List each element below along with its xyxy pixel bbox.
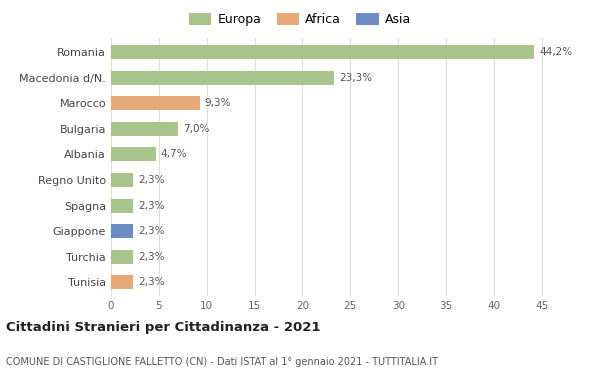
Legend: Europa, Africa, Asia: Europa, Africa, Asia	[187, 10, 413, 28]
Bar	[111, 198, 133, 213]
Bar	[111, 275, 133, 289]
Text: 23,3%: 23,3%	[339, 73, 372, 83]
Bar	[111, 224, 133, 238]
Bar	[111, 250, 133, 264]
Bar	[111, 45, 534, 59]
Text: 4,7%: 4,7%	[161, 149, 187, 159]
Bar	[111, 96, 200, 110]
Text: 2,3%: 2,3%	[138, 226, 164, 236]
Bar	[111, 71, 334, 85]
Text: 2,3%: 2,3%	[138, 277, 164, 287]
Bar	[111, 147, 156, 162]
Text: COMUNE DI CASTIGLIONE FALLETTO (CN) - Dati ISTAT al 1° gennaio 2021 - TUTTITALIA: COMUNE DI CASTIGLIONE FALLETTO (CN) - Da…	[6, 357, 438, 367]
Text: 2,3%: 2,3%	[138, 175, 164, 185]
Text: 44,2%: 44,2%	[539, 47, 572, 57]
Bar	[111, 173, 133, 187]
Bar	[111, 122, 178, 136]
Text: Cittadini Stranieri per Cittadinanza - 2021: Cittadini Stranieri per Cittadinanza - 2…	[6, 321, 320, 334]
Text: 2,3%: 2,3%	[138, 201, 164, 211]
Text: 2,3%: 2,3%	[138, 252, 164, 262]
Text: 7,0%: 7,0%	[183, 124, 209, 134]
Text: 9,3%: 9,3%	[205, 98, 232, 108]
